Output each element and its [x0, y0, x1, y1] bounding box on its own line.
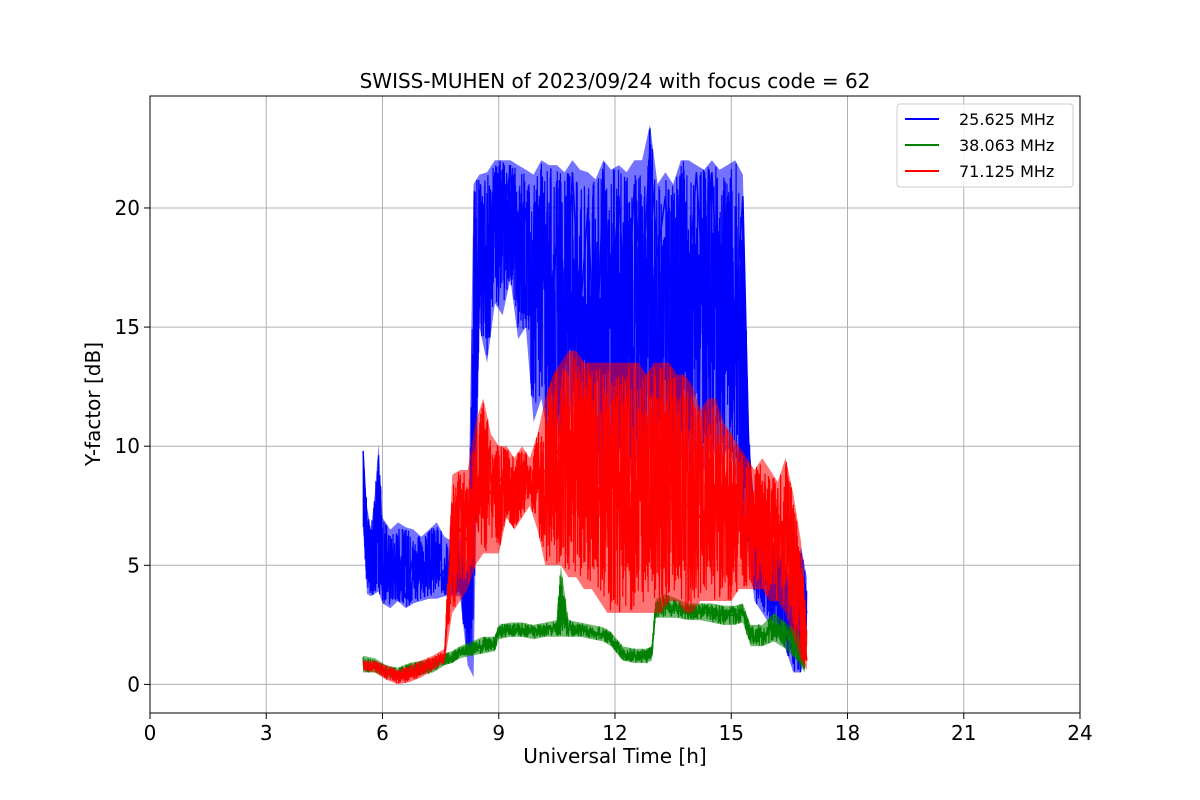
x-axis-label: Universal Time [h]	[523, 744, 706, 768]
tick-layer: 0 3 6 9 12 15 18 21 24 0 5 10 15 20	[115, 196, 1093, 745]
series-3	[362, 350, 808, 685]
legend-label: 25.625 MHz	[959, 110, 1054, 129]
x-tick-label: 21	[951, 721, 976, 745]
x-tick-label: 3	[260, 721, 273, 745]
series-line	[362, 444, 808, 679]
y-tick-label: 20	[115, 196, 140, 220]
series-noise	[362, 128, 808, 673]
x-tick-label: 24	[1067, 721, 1092, 745]
x-tick-label: 9	[492, 721, 505, 745]
legend-label: 38.063 MHz	[959, 136, 1054, 155]
x-tick-label: 12	[602, 721, 627, 745]
chart-title: SWISS-MUHEN of 2023/09/24 with focus cod…	[360, 69, 871, 93]
x-tick-label: 6	[376, 721, 389, 745]
y-tick-label: 0	[127, 672, 140, 696]
series-line	[362, 148, 808, 626]
x-tick-label: 0	[144, 721, 157, 745]
y-tick-label: 10	[115, 434, 140, 458]
y-tick-label: 15	[115, 315, 140, 339]
legend-box	[896, 103, 1074, 188]
y-axis-label: Y-factor [dB]	[81, 342, 105, 467]
legend-label: 71.125 MHz	[959, 162, 1054, 181]
legend: 25.625 MHz 38.063 MHz 71.125 MHz	[896, 103, 1074, 188]
series-line	[362, 607, 806, 676]
series-layer	[362, 124, 808, 685]
series-2	[362, 565, 806, 680]
x-tick-label: 15	[719, 721, 744, 745]
x-tick-label: 18	[835, 721, 860, 745]
y-tick-label: 5	[127, 553, 140, 577]
series-noise	[362, 353, 808, 684]
